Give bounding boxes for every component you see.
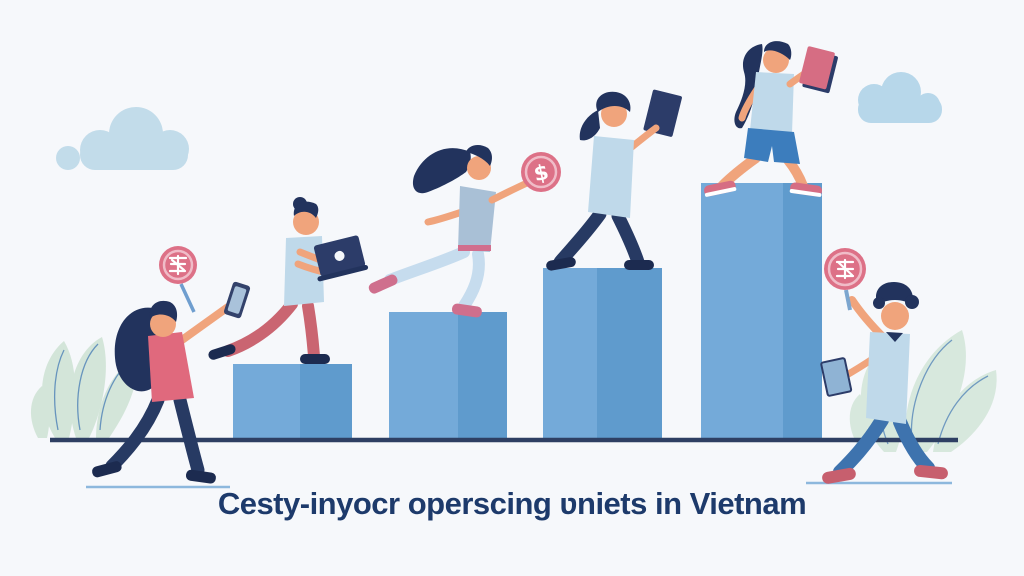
laptop-icon: [313, 235, 369, 282]
bar-step-4: [701, 183, 822, 440]
tablet-icon: [820, 357, 853, 397]
person-with-laptop: [208, 197, 369, 364]
person-leaping: [368, 145, 531, 318]
bar-step-2: [389, 312, 507, 440]
round-sign-badge-icon: [824, 248, 866, 311]
dollar-coin-icon: $: [521, 152, 561, 192]
caption-title: Cesty-inyocr operscing ʋniets in Vietnam: [217, 486, 807, 521]
person-photographer: [92, 281, 251, 484]
svg-text:$: $: [532, 160, 551, 187]
bar-step-3: [543, 268, 662, 440]
person-with-book: [704, 41, 838, 197]
round-sign-badge-icon: [159, 246, 197, 313]
bar-step-1: [233, 364, 352, 440]
person-with-sign: [820, 282, 948, 484]
tablet-icon: [643, 89, 682, 137]
cloud-icon: [56, 107, 189, 170]
cloud-icon: [858, 72, 942, 123]
book-icon: [799, 46, 838, 94]
smartphone-icon: [223, 281, 251, 319]
person-with-tablet: [546, 89, 682, 271]
